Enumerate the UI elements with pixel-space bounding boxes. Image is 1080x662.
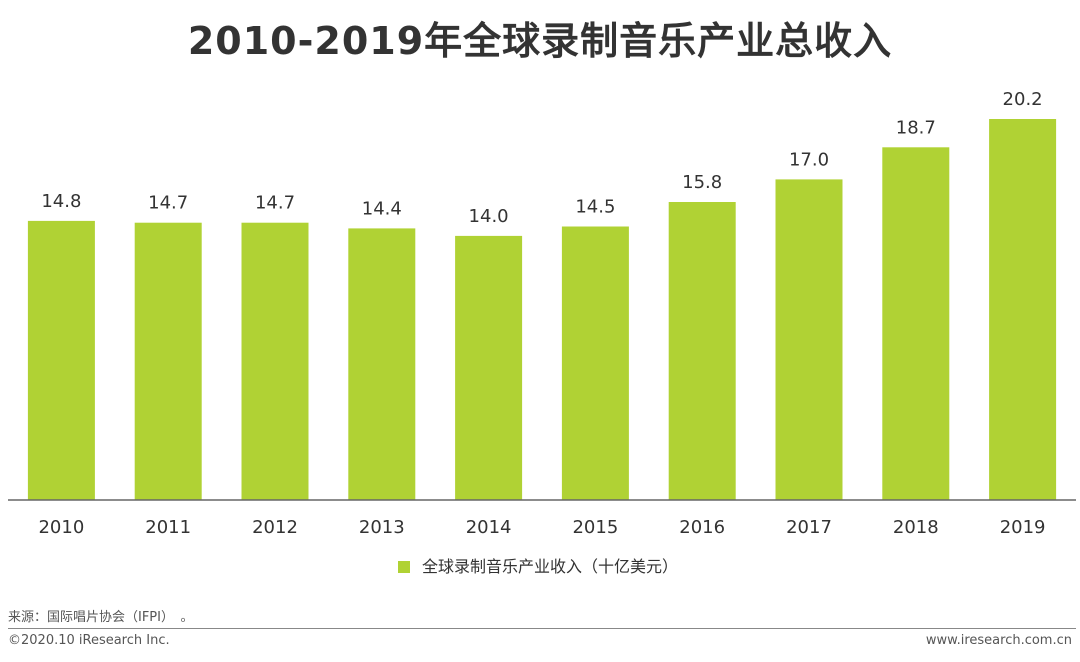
value-label-2015: 14.5	[575, 197, 615, 218]
x-tick-2015: 2015	[572, 517, 618, 538]
copyright-text: ©2020.10 iResearch Inc.	[8, 633, 170, 648]
x-tick-2010: 2010	[38, 517, 84, 538]
x-tick-2013: 2013	[359, 517, 405, 538]
legend: 全球录制音乐产业收入（十亿美元）	[398, 557, 678, 576]
x-tick-2011: 2011	[145, 517, 191, 538]
bar-2010	[27, 220, 95, 500]
footer-divider	[8, 628, 1076, 629]
value-label-2014: 14.0	[469, 206, 509, 227]
legend-swatch	[398, 561, 410, 573]
x-tick-2019: 2019	[1000, 517, 1046, 538]
bar-2016	[668, 202, 736, 500]
value-labels-group: 14.8 14.7 14.7 14.4 14.0 14.5 15.8 17.0 18.7 20.2	[41, 89, 1042, 227]
value-label-2017: 17.0	[789, 149, 829, 170]
value-label-2012: 14.7	[255, 193, 295, 214]
source-note: 来源：国际唱片协会（IFPI） 。	[8, 610, 194, 625]
bar-2011	[134, 222, 202, 500]
x-tick-labels-group: 2010 2011 2012 2013 2014 2015 2016 2017 2018 2019	[38, 517, 1045, 538]
chart-title: 2010-2019年全球录制音乐产业总收入	[187, 19, 893, 63]
bar-2014	[455, 235, 523, 500]
value-label-2013: 14.4	[362, 198, 402, 219]
x-tick-2014: 2014	[466, 517, 512, 538]
value-label-2010: 14.8	[41, 191, 81, 212]
bar-chart: 14.8 14.7 14.7 14.4 14.0 14.5 15.8 17.0 18.7 20.2…	[8, 89, 1076, 576]
bar-2013	[348, 228, 416, 500]
x-tick-2012: 2012	[252, 517, 298, 538]
legend-label: 全球录制音乐产业收入（十亿美元）	[422, 557, 678, 576]
bar-2012	[241, 222, 309, 500]
x-tick-2018: 2018	[893, 517, 939, 538]
value-label-2019: 20.2	[1003, 89, 1043, 110]
bar-2017	[775, 179, 843, 500]
value-label-2018: 18.7	[896, 117, 936, 138]
x-tick-2017: 2017	[786, 517, 832, 538]
bar-2018	[882, 147, 950, 501]
value-label-2016: 15.8	[682, 172, 722, 193]
bar-2019	[989, 119, 1057, 500]
website-text: www.iresearch.com.cn	[925, 633, 1072, 648]
value-label-2011: 14.7	[148, 193, 188, 214]
bar-2015	[561, 226, 629, 500]
bars-group	[27, 119, 1057, 501]
x-tick-2016: 2016	[679, 517, 725, 538]
